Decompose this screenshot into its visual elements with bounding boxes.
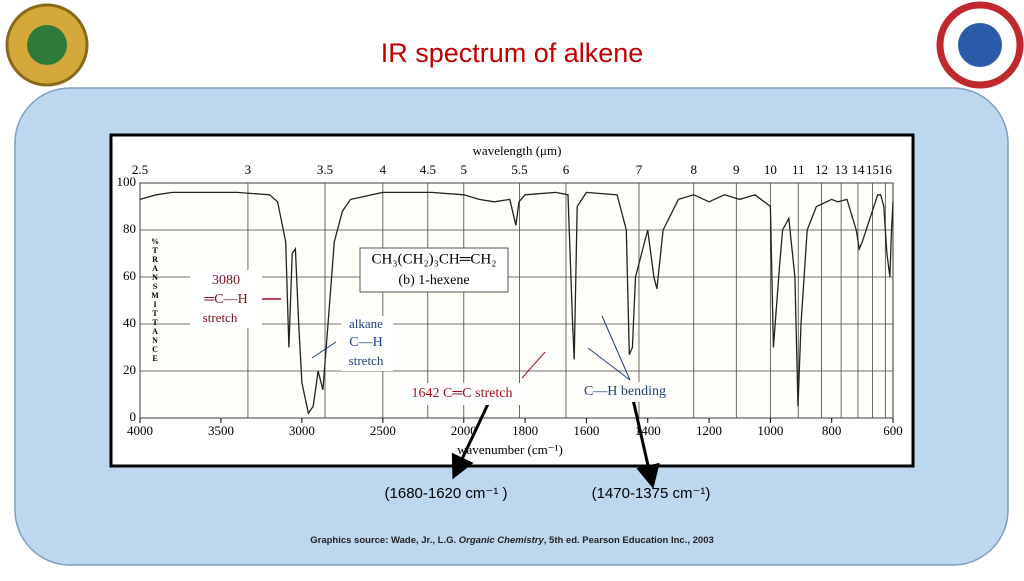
bend-pointer-b — [601, 315, 631, 381]
arrow-bend — [630, 394, 660, 489]
x-tick-label: 1200 — [696, 423, 722, 438]
compound: CH₃(CH₂)₃CH═CH₂ — [372, 251, 497, 267]
source-italic: Organic Chemistry — [459, 535, 545, 546]
x-tick-label: 1600 — [573, 423, 599, 438]
x-tick-label: 2500 — [370, 423, 396, 438]
x2-tick-label: 3 — [245, 162, 252, 177]
x2-tick-label: 4 — [380, 162, 387, 177]
plot: 0 20 40 60 80 100 4000 3500 3000 2500 2000 1800 1600… — [117, 143, 903, 457]
bend-box — [578, 382, 673, 402]
x2-tick-label: 6 — [563, 162, 570, 177]
logo-right-center — [958, 23, 1002, 67]
x-tick-label: 600 — [883, 423, 903, 438]
x2-tick-label: 8 — [690, 162, 697, 177]
x2-tick-label: 11 — [792, 162, 805, 177]
alkane-pointer — [311, 341, 337, 359]
x2-tick-label: 3.5 — [317, 162, 333, 177]
x-tick-label: 3000 — [289, 423, 315, 438]
cc-label: 1642 C═C stretch — [412, 386, 513, 401]
x-tick-label: 2000 — [451, 423, 477, 438]
alkane-a: alkane — [349, 316, 383, 331]
vinyl-bond: ═C—H — [203, 292, 247, 307]
x2-tick-label: 7 — [636, 162, 643, 177]
y-tick-label: 20 — [123, 362, 136, 377]
x2-tick-label: 13 — [835, 162, 848, 177]
vinyl-box — [190, 270, 262, 328]
annotations: CH₃(CH₂)₃CH═CH₂ (b) 1-hexene 3080 ═C—H s… — [190, 247, 673, 405]
cc-pointer — [521, 351, 546, 379]
arrow-cc — [451, 403, 490, 480]
range-bend: (1470-1375 cm⁻¹) — [592, 485, 711, 502]
compound-box — [359, 247, 509, 293]
y-tick-label: 60 — [123, 268, 136, 283]
x2-tick-label: 4.5 — [420, 162, 436, 177]
x2-tick-label: 5.5 — [511, 162, 527, 177]
x2-tick-label: 10 — [764, 162, 777, 177]
x-tick-label: 3500 — [208, 423, 234, 438]
source-pre: Graphics source: Wade, Jr., L.G. — [310, 535, 459, 546]
x2-tick-label: 14 — [851, 162, 865, 177]
cc-box — [402, 383, 522, 405]
y-tick-label: 80 — [123, 221, 136, 236]
x-axis-label: wavenumber (cm⁻¹) — [457, 442, 563, 457]
y-tick-label: 0 — [130, 409, 137, 424]
source-post: , 5th ed. Pearson Education Inc., 2003 — [544, 535, 714, 546]
x-tick-label: 1000 — [757, 423, 783, 438]
y-axis-label: % T R A N S M I T T A N C E — [151, 237, 159, 363]
x2-tick-label: 9 — [733, 162, 740, 177]
x-tick-label: 800 — [822, 423, 842, 438]
x2-tick-label: 15 — [866, 162, 879, 177]
spectrum-line — [139, 191, 894, 415]
range-cc: (1680-1620 cm⁻¹ ) — [385, 485, 508, 502]
x2-tick-label: 5 — [461, 162, 468, 177]
alkane-c: stretch — [349, 353, 384, 368]
slide-title: IR spectrum of alkene — [381, 38, 644, 68]
x2-axis-label: wavelength (μm) — [473, 143, 562, 158]
vinyl-kind: stretch — [203, 310, 238, 325]
y-tick-label: 40 — [123, 315, 136, 330]
y-tick-label: 100 — [117, 174, 137, 189]
alkane-b: C—H — [349, 335, 382, 350]
vinyl-num: 3080 — [212, 273, 240, 288]
x-tick-label: 1800 — [512, 423, 538, 438]
alkane-box — [341, 316, 393, 371]
bend-label: C—H bending — [584, 384, 666, 399]
compound-name: (b) 1-hexene — [398, 273, 469, 288]
logo-left-center — [27, 25, 67, 65]
x2-tick-label: 12 — [815, 162, 828, 177]
x2-tick-label: 16 — [879, 162, 893, 177]
x2-tick-label: 2.5 — [132, 162, 148, 177]
x-tick-label: 4000 — [127, 423, 153, 438]
bend-pointer-a — [587, 347, 631, 381]
source: Graphics source: Wade, Jr., L.G. Organic… — [310, 535, 714, 546]
